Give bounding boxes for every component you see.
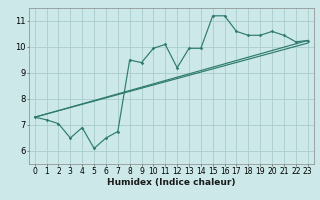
X-axis label: Humidex (Indice chaleur): Humidex (Indice chaleur): [107, 178, 236, 187]
